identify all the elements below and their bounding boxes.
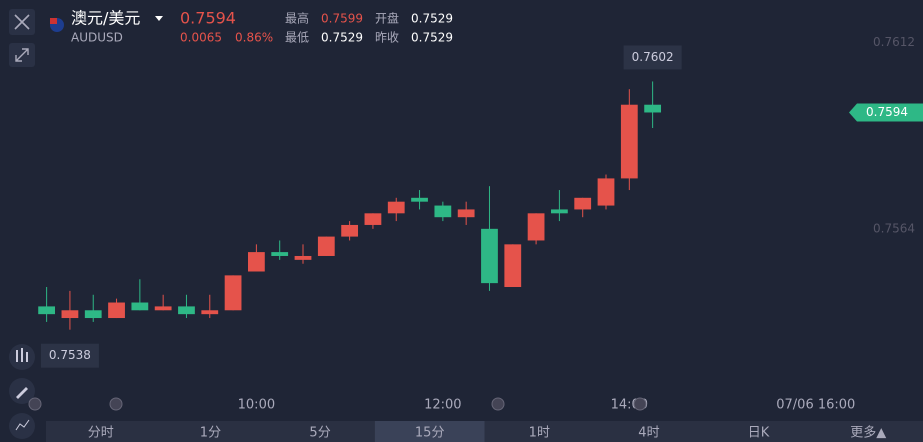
candle-body xyxy=(317,236,335,256)
scroll-dot xyxy=(491,397,505,411)
candle-body xyxy=(597,178,615,206)
scroll-dot xyxy=(109,397,123,411)
candle-body xyxy=(387,201,405,214)
stat-value: 0.7529 xyxy=(411,12,453,26)
candle-body xyxy=(341,224,359,237)
scroll-dot xyxy=(28,397,42,411)
change: 0.0065 xyxy=(180,31,222,45)
tab[interactable]: 15分 xyxy=(415,426,445,441)
candle-body xyxy=(527,213,545,241)
candle-body xyxy=(457,209,475,218)
candle-body xyxy=(271,252,289,256)
expand-button[interactable] xyxy=(9,43,35,67)
stat-value: 0.7529 xyxy=(411,31,453,45)
candle-body xyxy=(38,306,56,315)
x-tick-label: 07/06 16:00 xyxy=(776,398,855,413)
tab-selected xyxy=(374,421,485,442)
candle-body xyxy=(201,310,219,315)
x-tick-label: 10:00 xyxy=(238,398,275,413)
stat-value: 0.7599 xyxy=(321,12,363,26)
x-tick-label: 12:00 xyxy=(424,398,461,413)
pen-icon xyxy=(16,387,28,399)
candle-body xyxy=(108,302,125,319)
candle-body xyxy=(364,213,382,225)
low-tooltip xyxy=(40,343,99,368)
candle-body xyxy=(84,310,102,319)
candle-body xyxy=(178,306,195,315)
candle-body xyxy=(481,228,498,284)
stat-value: 0.7529 xyxy=(321,31,363,45)
close-button[interactable] xyxy=(9,9,35,35)
y-tick-label: 0.7564 xyxy=(873,221,915,235)
low-marker: 0.7538 xyxy=(49,348,91,362)
candle-body xyxy=(294,255,312,260)
symbol-code: AUDUSD xyxy=(71,31,123,45)
y-tick-label: 0.7612 xyxy=(873,35,915,49)
tab[interactable]: 1时 xyxy=(529,426,550,441)
side-tools xyxy=(9,344,35,439)
tab[interactable]: 日K xyxy=(748,426,770,441)
stat-label: 昨收 xyxy=(375,31,399,45)
high-marker: 0.7602 xyxy=(632,50,674,64)
indicator-icon xyxy=(16,348,28,362)
candle-body xyxy=(620,104,638,179)
tab[interactable]: 分时 xyxy=(88,426,114,441)
tab[interactable]: 更多▲ xyxy=(850,425,886,441)
candle-body xyxy=(411,197,428,202)
tab[interactable]: 4时 xyxy=(638,426,659,441)
last-price: 0.7594 xyxy=(866,105,908,119)
candle-body xyxy=(434,205,452,218)
candle-body xyxy=(574,197,592,210)
candle-body xyxy=(551,209,568,214)
candle-body xyxy=(247,252,265,272)
stat-label: 开盘 xyxy=(375,11,399,26)
trend-icon xyxy=(15,419,30,431)
symbol-name[interactable]: 澳元/美元 xyxy=(71,9,140,28)
last-price-tag xyxy=(849,103,923,122)
candle-body xyxy=(61,310,79,319)
tab[interactable]: 5分 xyxy=(309,426,330,441)
candle-body xyxy=(224,275,242,311)
stat-label: 最高 xyxy=(285,11,309,26)
tab[interactable]: 1分 xyxy=(200,426,221,441)
scroll-dot xyxy=(633,397,647,411)
change-pct: 0.86% xyxy=(235,31,273,45)
candle-body xyxy=(154,306,172,311)
symbol-dropdown[interactable] xyxy=(155,16,163,21)
price: 0.7594 xyxy=(180,9,236,28)
candle-body xyxy=(504,244,522,288)
high-tooltip xyxy=(623,45,682,70)
flag xyxy=(50,18,64,32)
candle-body xyxy=(644,104,662,113)
stat-label: 最低 xyxy=(285,31,309,45)
candle-body xyxy=(131,302,149,311)
